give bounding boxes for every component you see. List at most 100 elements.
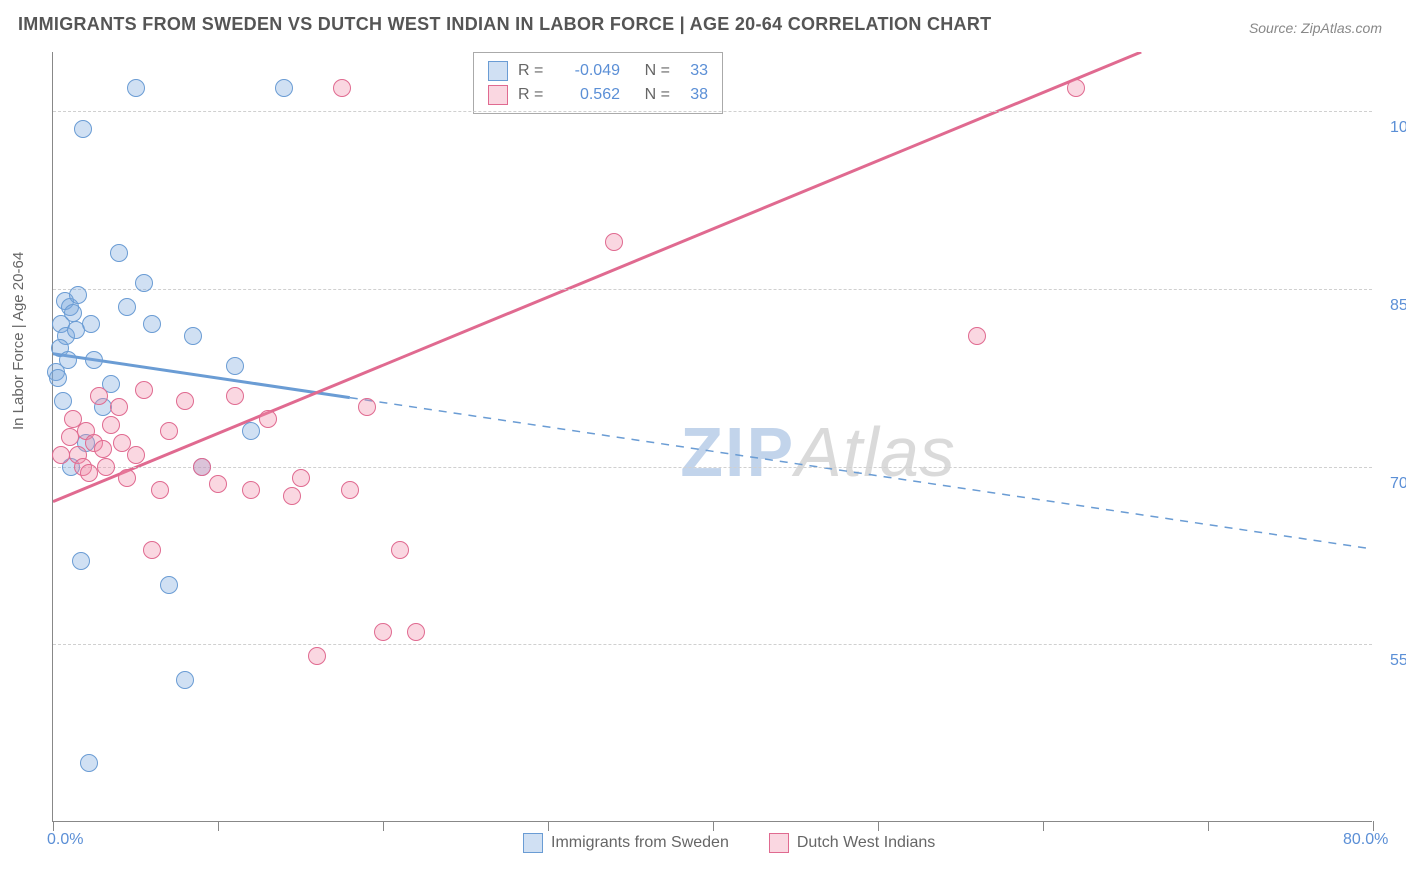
data-point bbox=[242, 481, 260, 499]
data-point bbox=[358, 398, 376, 416]
gridline bbox=[53, 289, 1372, 290]
x-tick bbox=[1373, 821, 1374, 831]
watermark-atlas: Atlas bbox=[795, 413, 956, 491]
data-point bbox=[391, 541, 409, 559]
data-point bbox=[242, 422, 260, 440]
x-tick bbox=[383, 821, 384, 831]
n-value: 38 bbox=[680, 86, 708, 104]
data-point bbox=[61, 428, 79, 446]
legend-item: Dutch West Indians bbox=[769, 833, 935, 853]
data-point bbox=[184, 327, 202, 345]
data-point bbox=[341, 481, 359, 499]
x-tick bbox=[548, 821, 549, 831]
data-point bbox=[135, 381, 153, 399]
data-point bbox=[80, 464, 98, 482]
data-point bbox=[275, 79, 293, 97]
r-value: 0.562 bbox=[556, 86, 620, 104]
data-point bbox=[72, 552, 90, 570]
y-tick-label: 100.0% bbox=[1376, 119, 1406, 137]
watermark-zip: ZIP bbox=[680, 413, 795, 491]
legend-label: Dutch West Indians bbox=[797, 834, 935, 852]
r-label: R = bbox=[518, 86, 546, 104]
n-label: N = bbox=[642, 62, 670, 80]
data-point bbox=[127, 79, 145, 97]
data-point bbox=[1067, 79, 1085, 97]
data-point bbox=[151, 481, 169, 499]
data-point bbox=[74, 120, 92, 138]
watermark: ZIPAtlas bbox=[680, 412, 956, 492]
gridline bbox=[53, 644, 1372, 645]
y-tick-label: 55.0% bbox=[1376, 652, 1406, 670]
legend-swatch bbox=[769, 833, 789, 853]
data-point bbox=[80, 754, 98, 772]
source-value: ZipAtlas.com bbox=[1301, 20, 1382, 36]
data-point bbox=[110, 244, 128, 262]
data-point bbox=[102, 416, 120, 434]
legend-swatch bbox=[523, 833, 543, 853]
x-tick bbox=[218, 821, 219, 831]
data-point bbox=[94, 440, 112, 458]
x-tick bbox=[1043, 821, 1044, 831]
correlation-legend: R = -0.049 N = 33 R = 0.562 N = 38 bbox=[473, 52, 723, 114]
data-point bbox=[143, 315, 161, 333]
x-tick-label: 80.0% bbox=[1343, 831, 1388, 849]
legend-label: Immigrants from Sweden bbox=[551, 834, 729, 852]
data-point bbox=[333, 79, 351, 97]
data-point bbox=[283, 487, 301, 505]
data-point bbox=[193, 458, 211, 476]
data-point bbox=[118, 469, 136, 487]
data-point bbox=[59, 351, 77, 369]
data-point bbox=[407, 623, 425, 641]
data-point bbox=[135, 274, 153, 292]
y-axis-label: In Labor Force | Age 20-64 bbox=[10, 252, 27, 430]
trend-line-dashed bbox=[350, 398, 1372, 549]
data-point bbox=[64, 304, 82, 322]
data-point bbox=[259, 410, 277, 428]
n-label: N = bbox=[642, 86, 670, 104]
plot-area: ZIPAtlas R =-0.049N =33R =0.562N =38 Imm… bbox=[52, 52, 1372, 822]
n-value: 33 bbox=[680, 62, 708, 80]
data-point bbox=[176, 671, 194, 689]
data-point bbox=[160, 576, 178, 594]
gridline bbox=[53, 111, 1372, 112]
x-tick-label: 0.0% bbox=[47, 831, 83, 849]
legend-swatch bbox=[488, 85, 508, 105]
series-legend: Immigrants from Sweden Dutch West Indians bbox=[523, 833, 935, 853]
source-attribution: Source: ZipAtlas.com bbox=[1249, 20, 1382, 36]
data-point bbox=[226, 357, 244, 375]
data-point bbox=[968, 327, 986, 345]
chart-title: IMMIGRANTS FROM SWEDEN VS DUTCH WEST IND… bbox=[18, 14, 991, 35]
data-point bbox=[292, 469, 310, 487]
r-value: -0.049 bbox=[556, 62, 620, 80]
gridline bbox=[53, 467, 1372, 468]
x-tick bbox=[878, 821, 879, 831]
data-point bbox=[90, 387, 108, 405]
data-point bbox=[54, 392, 72, 410]
legend-swatch bbox=[488, 61, 508, 81]
data-point bbox=[176, 392, 194, 410]
x-tick bbox=[1208, 821, 1209, 831]
data-point bbox=[49, 369, 67, 387]
data-point bbox=[605, 233, 623, 251]
y-tick-label: 85.0% bbox=[1376, 297, 1406, 315]
x-tick bbox=[53, 821, 54, 831]
data-point bbox=[97, 458, 115, 476]
data-point bbox=[85, 351, 103, 369]
data-point bbox=[110, 398, 128, 416]
data-point bbox=[143, 541, 161, 559]
legend-row: R = 0.562 N = 38 bbox=[488, 83, 708, 107]
trend-line-solid bbox=[53, 52, 1141, 502]
source-label: Source: bbox=[1249, 20, 1297, 36]
data-point bbox=[160, 422, 178, 440]
data-point bbox=[69, 286, 87, 304]
data-point bbox=[226, 387, 244, 405]
data-point bbox=[67, 321, 85, 339]
data-point bbox=[52, 446, 70, 464]
r-label: R = bbox=[518, 62, 546, 80]
data-point bbox=[127, 446, 145, 464]
legend-row: R = -0.049 N = 33 bbox=[488, 59, 708, 83]
x-tick bbox=[713, 821, 714, 831]
legend-item: Immigrants from Sweden bbox=[523, 833, 729, 853]
data-point bbox=[118, 298, 136, 316]
data-point bbox=[209, 475, 227, 493]
